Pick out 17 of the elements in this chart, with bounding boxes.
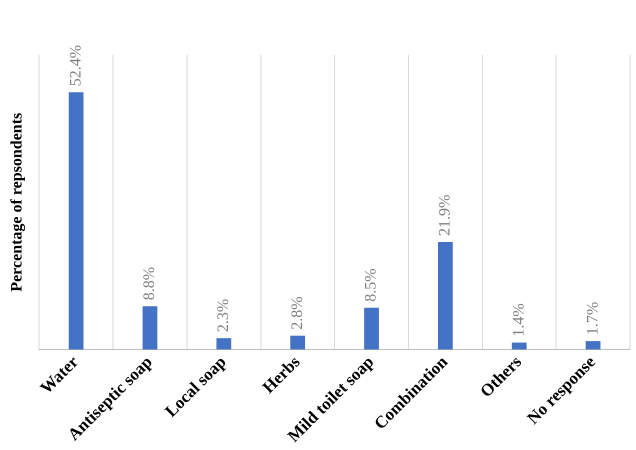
bar bbox=[364, 308, 379, 350]
bar bbox=[68, 92, 84, 350]
bar bbox=[586, 341, 600, 350]
data-label: 21.9% bbox=[436, 194, 454, 236]
data-label: 52.4% bbox=[67, 44, 84, 86]
data-label: 2.8% bbox=[288, 296, 306, 330]
bar bbox=[512, 342, 527, 350]
data-label: 8.5% bbox=[362, 268, 380, 302]
bar bbox=[142, 306, 158, 350]
data-label: 2.3% bbox=[215, 298, 232, 332]
bar bbox=[438, 242, 453, 350]
bar bbox=[290, 336, 306, 350]
data-label: 8.8% bbox=[141, 266, 158, 300]
data-label: 1.7% bbox=[584, 302, 602, 336]
y-axis-title: Percentage of repsondents bbox=[8, 112, 26, 292]
data-label: 1.4% bbox=[510, 303, 528, 337]
bar bbox=[216, 338, 232, 350]
